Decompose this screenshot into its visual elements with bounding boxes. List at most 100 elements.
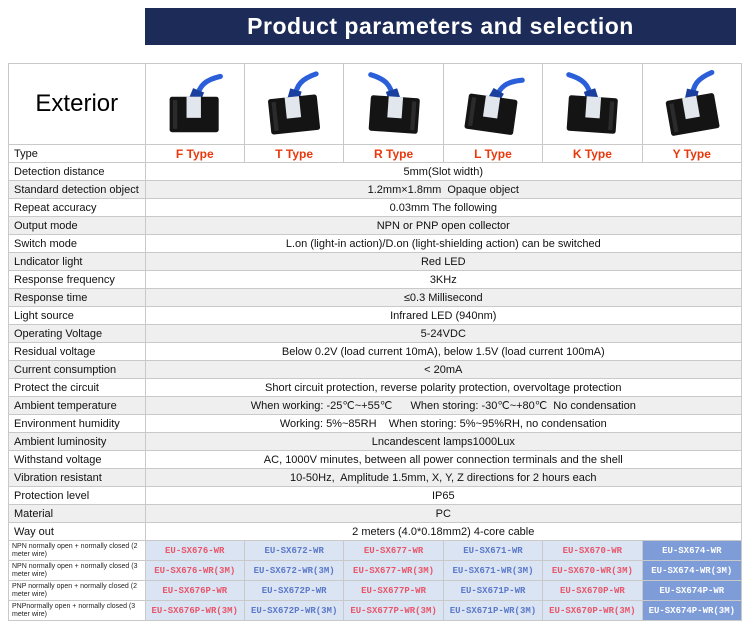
type-label-y: Y Type	[641, 144, 743, 163]
param-label: Protect the circuit	[8, 378, 146, 397]
t-type-sensor-photo	[243, 63, 345, 145]
param-row: Protect the circuit Short circuit protect…	[8, 378, 743, 397]
param-row: Ambient luminosity Lncandescent lamps1000…	[8, 432, 743, 451]
param-row: Current consumption < 20mA	[8, 360, 743, 379]
model-cell: EU-SX670-WR(3M)	[542, 560, 643, 581]
r-type-sensor-photo	[343, 63, 444, 145]
param-label: Lndicator light	[8, 252, 146, 271]
model-cell: EU-SX677-WR(3M)	[343, 560, 444, 581]
param-value: Infrared LED (940nm)	[144, 306, 743, 325]
param-label: Operating Voltage	[8, 324, 146, 343]
header-rows-body: Exterior	[8, 63, 743, 163]
param-value: < 20mA	[144, 360, 743, 379]
param-label: Switch mode	[8, 234, 146, 253]
param-label: Vibration resistant	[8, 468, 146, 487]
param-row: Light source Infrared LED (940nm)	[8, 306, 743, 325]
param-label: Residual voltage	[8, 342, 146, 361]
param-value: Red LED	[144, 252, 743, 271]
page-title: Product parameters and selection	[247, 13, 634, 39]
model-row-label: PNPnormally open + normally closed (3 me…	[8, 600, 146, 621]
param-row: Withstand voltage AC, 1000V minutes, betw…	[8, 450, 743, 469]
param-label: Withstand voltage	[8, 450, 146, 469]
param-value: Lncandescent lamps1000Lux	[144, 432, 743, 451]
param-label: Way out	[8, 522, 146, 541]
f-type-sensor-photo	[144, 63, 245, 145]
param-label: Repeat accuracy	[8, 198, 146, 217]
param-value: AC, 1000V minutes, between all power con…	[144, 450, 743, 469]
param-value: When working: -25℃~+55℃ When storing: -3…	[144, 396, 743, 415]
param-value: 2 meters (4.0*0.18mm2) 4-core cable	[144, 522, 743, 541]
model-cell: EU-SX672-WR	[243, 540, 345, 561]
model-cell: EU-SX671-WR(3M)	[442, 560, 544, 581]
model-cell: EU-SX676-WR	[144, 540, 245, 561]
param-row: Standard detection object 1.2mm×1.8mm Opa…	[8, 180, 743, 199]
param-row: Output mode NPN or PNP open collector	[8, 216, 743, 235]
model-cell: EU-SX674-WR	[641, 540, 743, 561]
param-row: Ambient temperature When working: -25℃~+5…	[8, 396, 743, 415]
model-cell: EU-SX671-WR	[442, 540, 544, 561]
model-row-label: NPN normally open + normally closed (3 m…	[8, 560, 146, 581]
slot-sensor-icon	[169, 73, 223, 133]
model-cell: EU-SX674-WR(3M)	[641, 560, 743, 581]
param-row: Protection level IP65	[8, 486, 743, 505]
param-label: Ambient temperature	[8, 396, 146, 415]
slot-sensor-icon	[665, 69, 720, 136]
model-cell: EU-SX677P-WR	[343, 580, 444, 601]
param-row: Way out 2 meters (4.0*0.18mm2) 4-core cab…	[8, 522, 743, 541]
model-cell: EU-SX672P-WR(3M)	[243, 600, 345, 621]
type-label-f: F Type	[144, 144, 245, 163]
slot-sensor-icon	[268, 71, 321, 135]
param-rows-body: Detection distance 5mm(Slot width) Standar…	[8, 162, 743, 541]
param-label: Detection distance	[8, 162, 146, 181]
param-value: Short circuit protection, reverse polari…	[144, 378, 743, 397]
model-cell: EU-SX672P-WR	[243, 580, 345, 601]
model-cell: EU-SX671P-WR	[442, 580, 544, 601]
param-row: Lndicator light Red LED	[8, 252, 743, 271]
y-type-sensor-photo	[641, 63, 743, 145]
type-row: Type F Type T Type R Type L Type K Type …	[8, 144, 743, 163]
model-row: PNP normally open + normally closed (2 m…	[8, 580, 743, 601]
param-value: 5mm(Slot width)	[144, 162, 743, 181]
param-value: NPN or PNP open collector	[144, 216, 743, 235]
model-row: NPN normally open + normally closed (2 m…	[8, 540, 743, 561]
param-label: Protection level	[8, 486, 146, 505]
param-value: 10-50Hz, Amplitude 1.5mm, X, Y, Z direct…	[144, 468, 743, 487]
model-cell: EU-SX677-WR	[343, 540, 444, 561]
param-label: Current consumption	[8, 360, 146, 379]
model-cell: EU-SX676P-WR(3M)	[144, 600, 245, 621]
model-cell: EU-SX670P-WR	[542, 580, 643, 601]
model-row: NPN normally open + normally closed (3 m…	[8, 560, 743, 581]
model-cell: EU-SX677P-WR(3M)	[343, 600, 444, 621]
param-value: 3KHz	[144, 270, 743, 289]
param-label: Response time	[8, 288, 146, 307]
param-row: Vibration resistant 10-50Hz, Amplitude 1.…	[8, 468, 743, 487]
param-value: L.on (light-in action)/D.on (light-shiel…	[144, 234, 743, 253]
param-value: 0.03mm The following	[144, 198, 743, 217]
param-value: PC	[144, 504, 743, 523]
page-title-bar: Product parameters and selection	[145, 8, 736, 45]
param-row: Material PC	[8, 504, 743, 523]
type-label-l: L Type	[442, 144, 544, 163]
param-value: Below 0.2V (load current 10mA), below 1.…	[144, 342, 743, 361]
param-value: IP65	[144, 486, 743, 505]
model-row-label: NPN normally open + normally closed (2 m…	[8, 540, 146, 561]
param-row: Operating Voltage 5-24VDC	[8, 324, 743, 343]
model-cell: EU-SX674P-WR	[641, 580, 743, 601]
param-label: Response frequency	[8, 270, 146, 289]
model-cell: EU-SX676P-WR	[144, 580, 245, 601]
type-label-t: T Type	[243, 144, 345, 163]
param-label: Ambient luminosity	[8, 432, 146, 451]
model-cell: EU-SX671P-WR(3M)	[442, 600, 544, 621]
param-row: Response time ≤0.3 Millisecond	[8, 288, 743, 307]
model-rows-body: NPN normally open + normally closed (2 m…	[8, 540, 743, 621]
exterior-label: Exterior	[8, 63, 146, 145]
model-cell: EU-SX674P-WR(3M)	[641, 600, 743, 621]
param-row: Response frequency 3KHz	[8, 270, 743, 289]
param-value: Working: 5%~85RH When storing: 5%~95%RH,…	[144, 414, 743, 433]
slot-sensor-icon	[566, 72, 619, 134]
param-row: Repeat accuracy 0.03mm The following	[8, 198, 743, 217]
param-label: Environment humidity	[8, 414, 146, 433]
param-row: Environment humidity Working: 5%~85RH Whe…	[8, 414, 743, 433]
type-row-label: Type	[8, 144, 146, 163]
spec-table: Exterior	[8, 63, 743, 621]
